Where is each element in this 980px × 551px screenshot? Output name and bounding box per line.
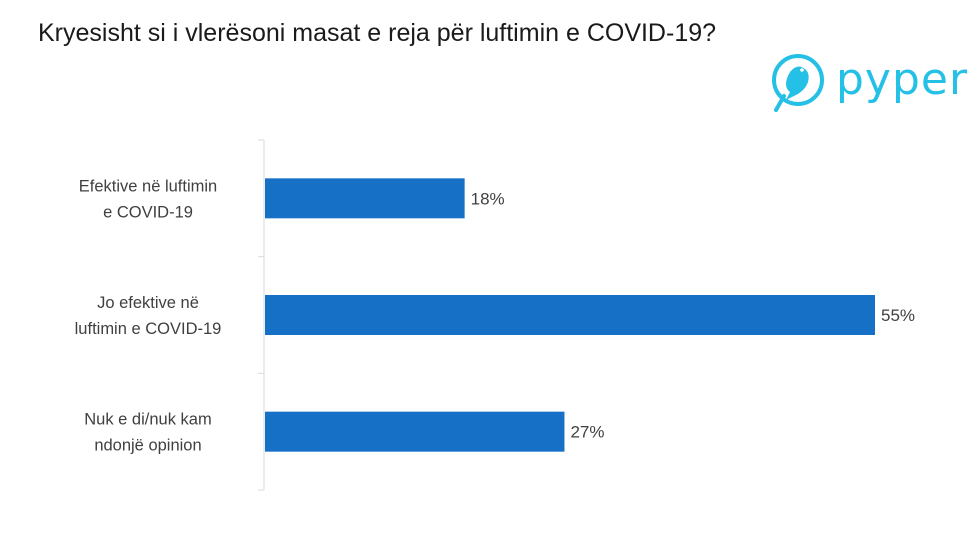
- category-label: Jo efektive në: [97, 294, 199, 312]
- category-label: Nuk e di/nuk kam: [84, 411, 211, 429]
- category-label: luftimin e COVID-19: [75, 320, 222, 338]
- bar: [265, 411, 565, 452]
- data-label: 27%: [570, 423, 604, 442]
- data-label: 55%: [881, 306, 915, 325]
- pyper-logo: pyper: [768, 52, 967, 114]
- data-label: 18%: [471, 189, 505, 208]
- category-label: e COVID-19: [103, 203, 193, 221]
- logo-text: pyper: [836, 54, 969, 105]
- bar: [265, 178, 465, 219]
- bird-icon: [772, 54, 824, 112]
- chart-title: Kryesisht si i vlerësoni masat e reja pë…: [38, 19, 717, 47]
- category-label: ndonjë opinion: [94, 437, 201, 455]
- category-label: Efektive në luftimin: [79, 177, 217, 195]
- bar: [265, 295, 875, 335]
